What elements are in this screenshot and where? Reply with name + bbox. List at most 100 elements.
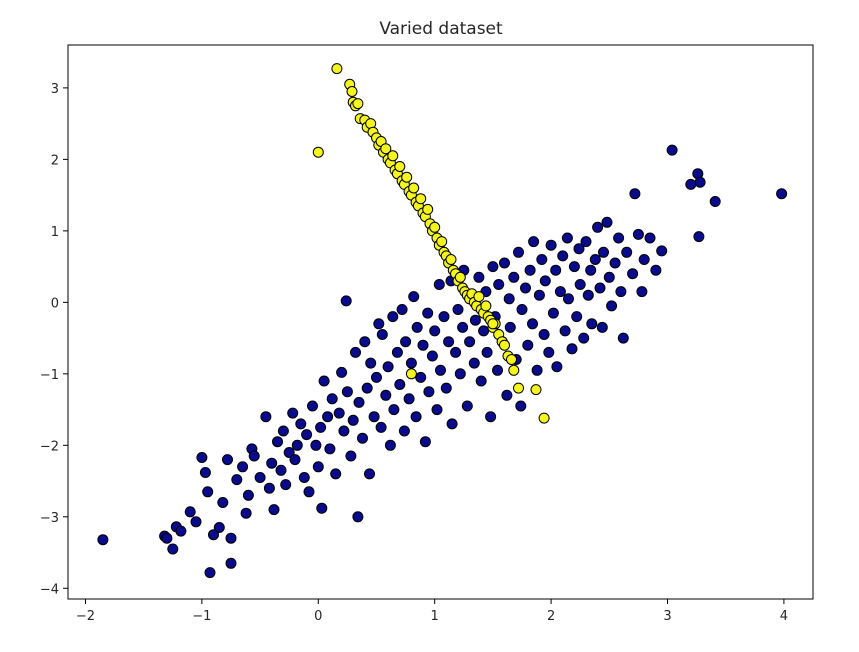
scatter-point-series-0 [709, 196, 721, 207]
scatter-point-series-0 [340, 295, 352, 307]
scatter-point-series-0 [492, 364, 503, 376]
scatter-point-series-1 [473, 291, 485, 303]
scatter-point-series-0 [538, 329, 550, 340]
scatter-point-series-0 [352, 511, 364, 523]
scatter-point-series-0 [338, 425, 350, 437]
y-tick-label: 3 [51, 82, 59, 97]
x-tick-label: 1 [431, 609, 439, 624]
scatter-point-series-0 [161, 532, 173, 544]
scatter-point-series-0 [336, 366, 348, 378]
x-tick-label: −2 [76, 609, 95, 624]
scatter-point-series-0 [615, 286, 627, 298]
scatter-point-series-0 [573, 243, 585, 255]
scatter-point-series-0 [167, 543, 179, 555]
scatter-point-series-0 [527, 318, 538, 330]
scatter-point-series-0 [410, 411, 422, 423]
x-tick-label: 4 [780, 609, 788, 624]
scatter-point-series-0 [222, 454, 233, 466]
x-tick-label: −1 [192, 609, 211, 624]
scatter-point-series-1 [429, 221, 441, 233]
scatter-point-series-0 [621, 246, 633, 258]
scatter-point-series-0 [298, 472, 310, 483]
scatter-point-series-0 [301, 429, 313, 441]
x-tick-label: 2 [547, 609, 555, 624]
scatter-point-series-0 [307, 400, 318, 412]
scatter-point-series-0 [433, 279, 445, 290]
scatter-point-series-0 [419, 436, 431, 448]
scatter-point-series-0 [493, 279, 505, 290]
scatter-point-series-1 [394, 161, 406, 172]
scatter-point-series-0 [554, 286, 566, 298]
scatter-point-series-0 [315, 421, 327, 433]
y-tick-label: 2 [51, 153, 59, 168]
scatter-point-series-0 [666, 144, 678, 156]
scatter-point-series-0 [656, 245, 668, 257]
scatter-point-series-1 [331, 63, 343, 75]
scatter-point-series-0 [440, 382, 452, 394]
scatter-point-series-0 [644, 232, 656, 244]
scatter-point-series-0 [586, 318, 598, 330]
scatter-point-series-0 [371, 371, 382, 383]
scatter-point-series-0 [353, 396, 365, 408]
scatter-point-series-0 [547, 307, 559, 319]
scatter-point-series-0 [557, 250, 569, 262]
scatter-point-series-0 [571, 311, 583, 323]
scatter-point-series-0 [364, 468, 375, 480]
scatter-point-series-1 [312, 146, 324, 158]
scatter-point-series-0 [452, 304, 464, 315]
scatter-point-series-1 [530, 384, 542, 396]
scatter-point-series-1 [506, 354, 517, 365]
scatter-point-series-0 [391, 346, 403, 358]
scatter-point-series-0 [240, 507, 252, 519]
scatter-point-series-0 [566, 343, 578, 355]
scatter-point-series-0 [598, 246, 609, 258]
scatter-point-series-0 [685, 178, 697, 190]
scatter-point-series-0 [322, 411, 334, 423]
scatter-point-series-0 [563, 293, 574, 305]
scatter-point-series-0 [266, 457, 278, 469]
scatter-point-series-0 [318, 375, 330, 387]
scatter-point-series-0 [650, 264, 662, 276]
scatter-point-series-0 [596, 321, 608, 333]
scatter-point-series-0 [283, 447, 295, 458]
scatter-point-series-0 [522, 339, 534, 351]
scatter-point-series-0 [545, 239, 557, 251]
scatter-point-series-0 [481, 346, 493, 358]
scatter-point-series-0 [423, 386, 435, 398]
scatter-point-series-0 [627, 268, 639, 280]
scatter-point-series-0 [585, 264, 597, 276]
scatter-point-series-0 [601, 216, 613, 228]
scatter-point-series-0 [231, 474, 243, 486]
scatter-point-series-0 [520, 282, 531, 294]
scatter-point-series-0 [582, 289, 594, 301]
scatter-point-series-0 [184, 506, 196, 518]
scatter-point-series-1 [513, 382, 524, 394]
scatter-point-series-0 [341, 386, 353, 398]
scatter-point-series-0 [473, 271, 485, 283]
scatter-point-series-0 [268, 504, 280, 516]
scatter-point-series-0 [289, 454, 301, 466]
scatter-point-series-0 [435, 364, 446, 376]
scatter-point-series-0 [213, 522, 225, 533]
scatter-point-series-0 [345, 450, 357, 462]
y-tick-label: −2 [40, 439, 59, 454]
scatter-point-series-0 [376, 329, 388, 340]
scatter-point-series-0 [568, 261, 580, 273]
scatter-point-series-0 [199, 467, 211, 478]
scatter-point-series-0 [594, 282, 606, 294]
scatter-point-series-1 [401, 171, 413, 183]
scatter-point-series-0 [237, 461, 249, 473]
scatter-point-series-0 [454, 368, 466, 380]
scatter-point-series-0 [776, 188, 788, 200]
scatter-point-series-0 [475, 375, 487, 387]
points-layer [97, 63, 788, 579]
scatter-point-series-0 [202, 486, 214, 498]
y-tick-label: −1 [40, 368, 59, 383]
scatter-point-series-0 [606, 300, 618, 312]
scatter-point-series-0 [613, 232, 625, 244]
scatter-point-series-0 [636, 286, 648, 298]
scatter-point-series-0 [551, 361, 563, 373]
scatter-point-series-0 [438, 311, 450, 323]
scatter-point-series-1 [480, 300, 492, 312]
